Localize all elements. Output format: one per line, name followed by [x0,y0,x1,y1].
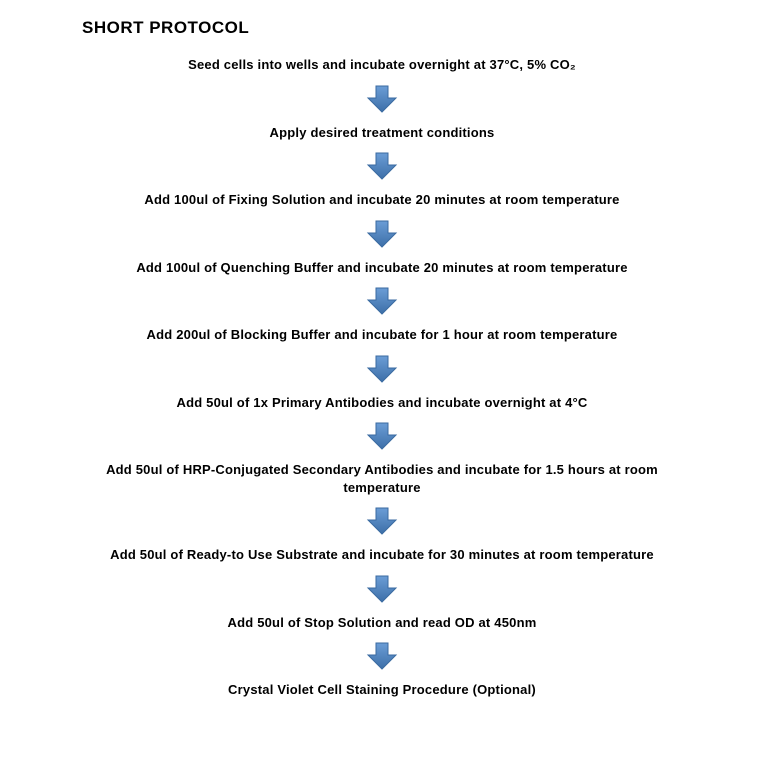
arrow-down-icon [364,151,400,181]
arrow-down-icon [364,84,400,114]
step-1: Seed cells into wells and incubate overn… [188,56,576,74]
step-2: Apply desired treatment conditions [270,124,495,142]
step-3: Add 100ul of Fixing Solution and incubat… [144,191,619,209]
page-title: SHORT PROTOCOL [82,18,764,38]
step-5: Add 200ul of Blocking Buffer and incubat… [147,326,618,344]
arrow-down-icon [364,641,400,671]
step-10: Crystal Violet Cell Staining Procedure (… [228,681,536,699]
step-7: Add 50ul of HRP-Conjugated Secondary Ant… [97,461,667,496]
arrow-down-icon [364,506,400,536]
protocol-flowchart: Seed cells into wells and incubate overn… [0,56,764,699]
arrow-down-icon [364,219,400,249]
arrow-down-icon [364,286,400,316]
step-9: Add 50ul of Stop Solution and read OD at… [228,614,537,632]
arrow-down-icon [364,354,400,384]
step-6: Add 50ul of 1x Primary Antibodies and in… [177,394,588,412]
arrow-down-icon [364,421,400,451]
step-8: Add 50ul of Ready-to Use Substrate and i… [110,546,654,564]
step-4: Add 100ul of Quenching Buffer and incuba… [136,259,627,277]
arrow-down-icon [364,574,400,604]
